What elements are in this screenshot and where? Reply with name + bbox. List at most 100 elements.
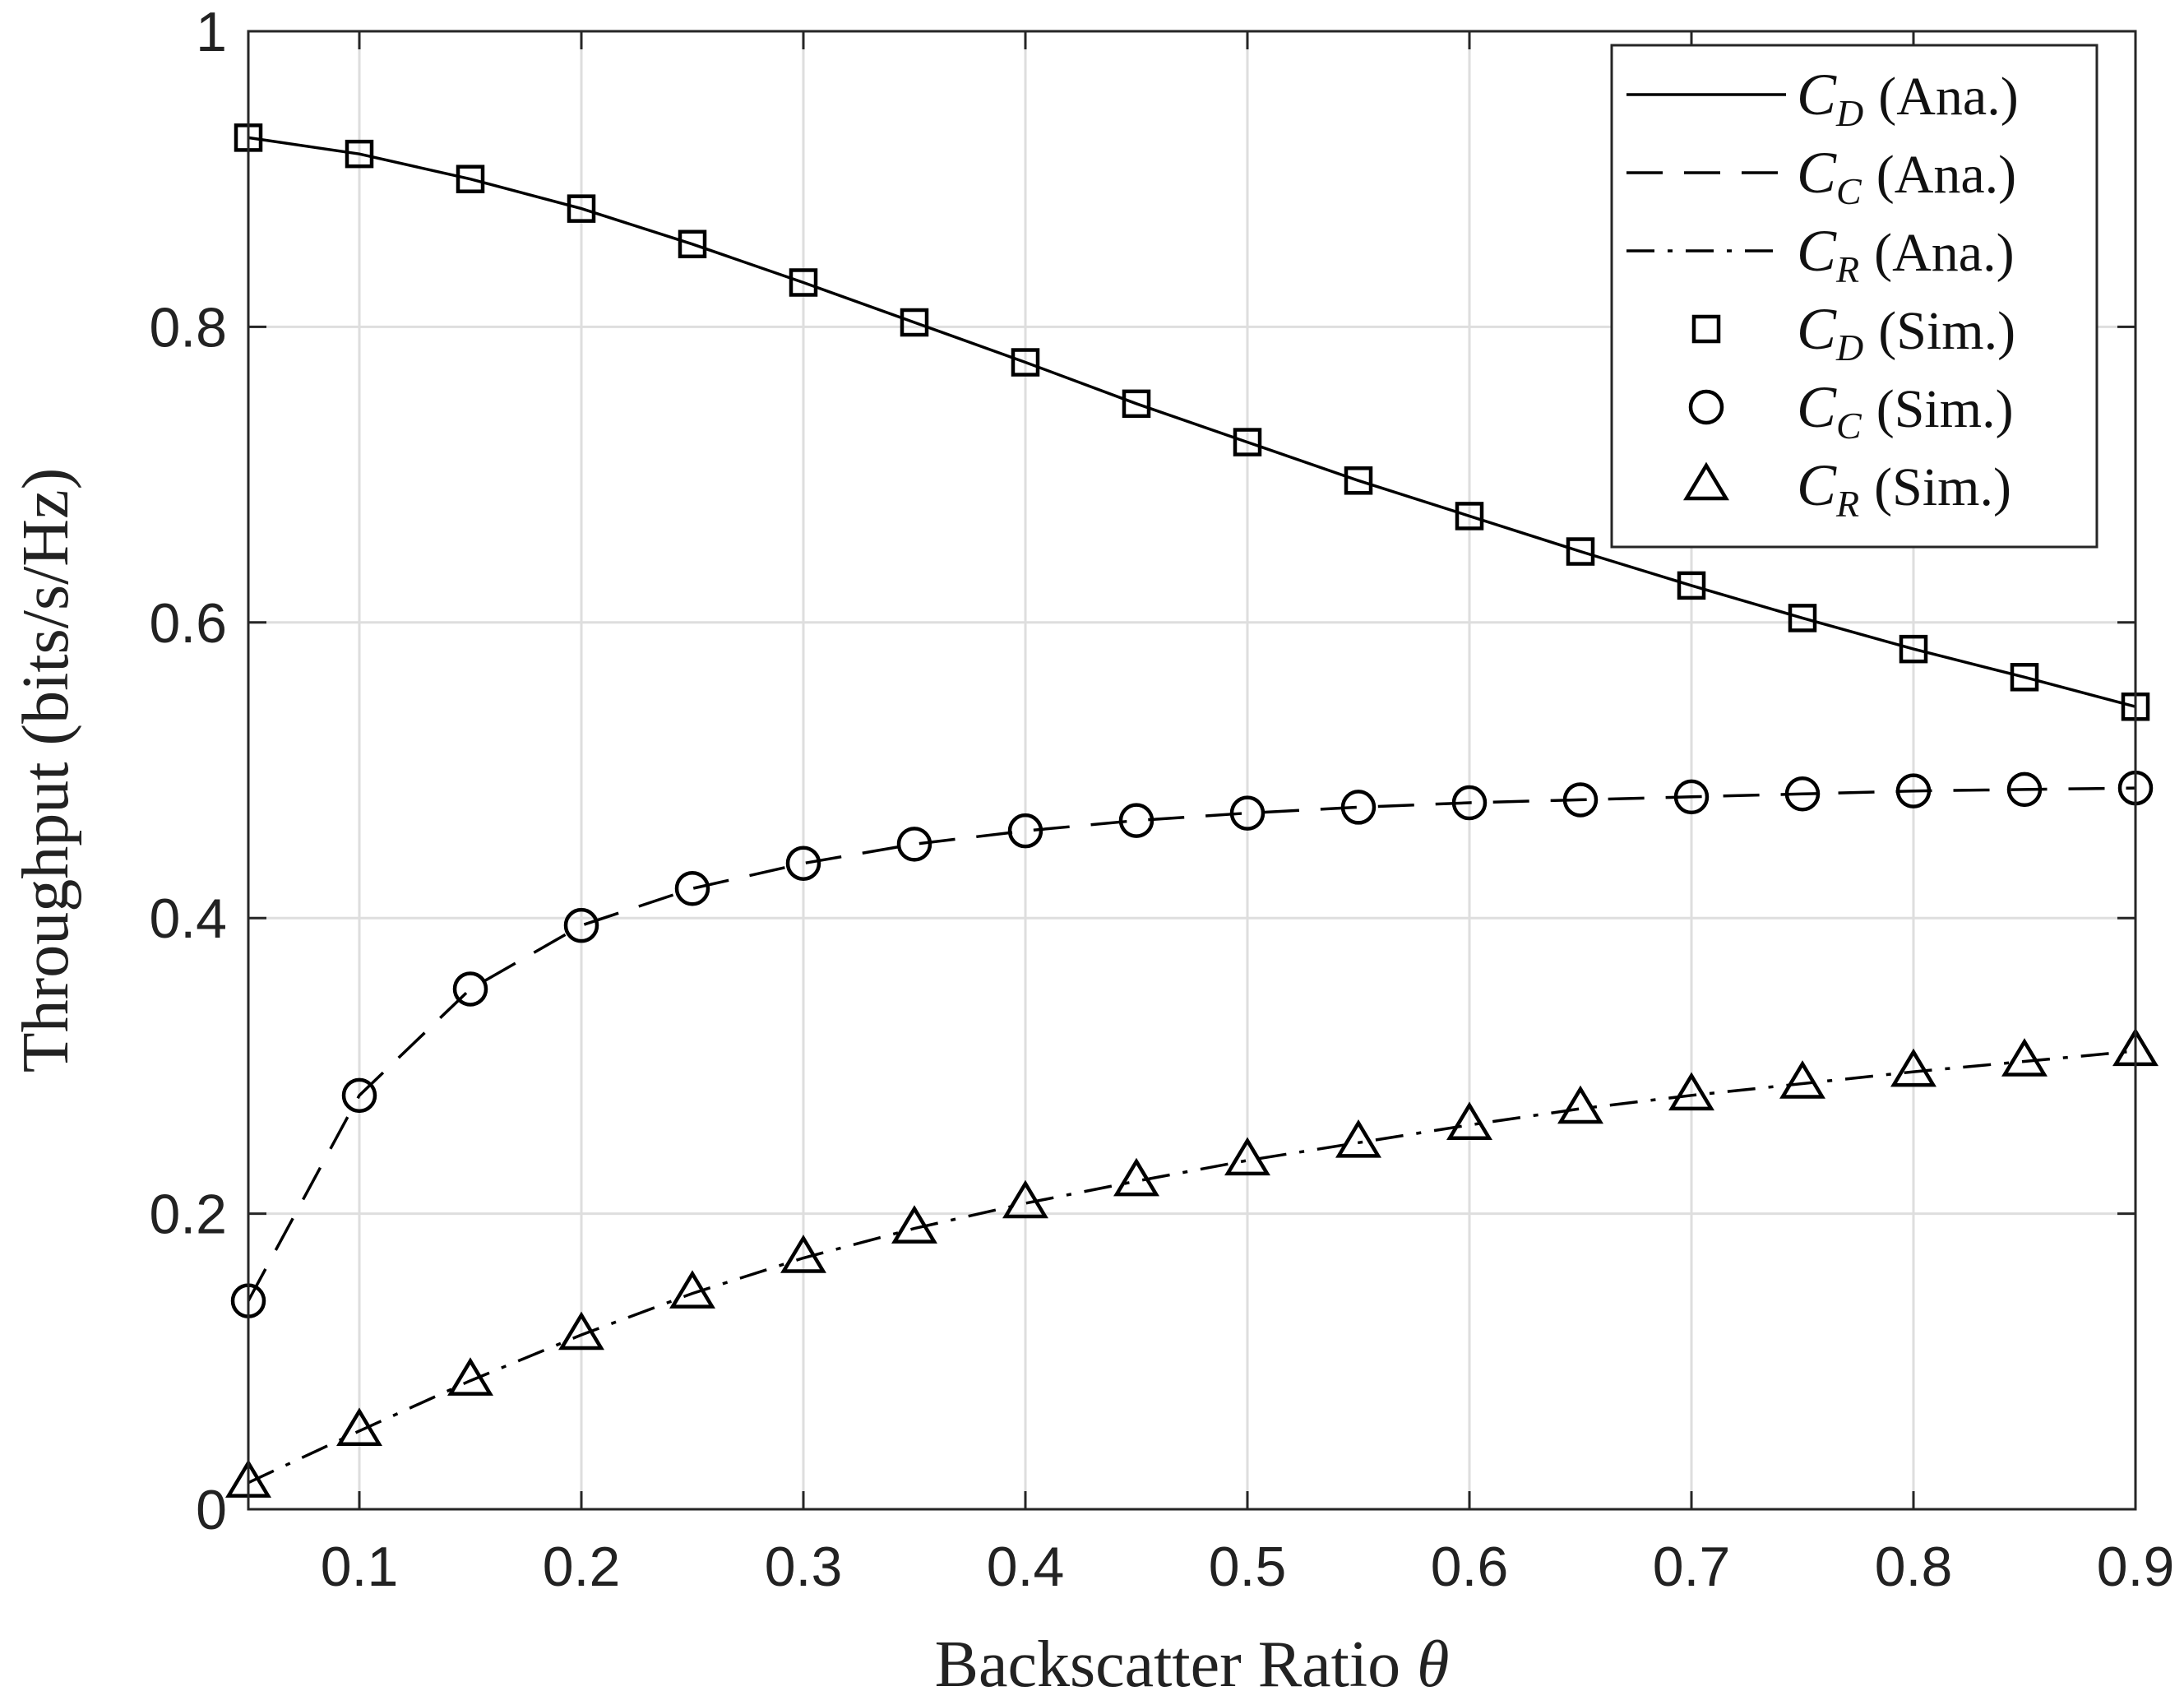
- circle-marker-6: [896, 827, 932, 862]
- circle-marker-11: [1451, 785, 1488, 821]
- circle-marker-14: [1784, 776, 1821, 812]
- triangle-marker-5: [780, 1235, 826, 1273]
- legend: CD (Ana.)CC (Ana.)CR (Ana.)CD (Sim.)CC (Sim.)…: [1610, 44, 2098, 549]
- triangle-marker-2: [447, 1357, 493, 1396]
- circle-marker-7: [1007, 813, 1043, 849]
- legend-label-0: CD (Ana.): [1797, 62, 2019, 134]
- y-tick-label-2: 0.4: [149, 887, 227, 950]
- series-lines: [247, 136, 2136, 1485]
- square-marker-9: [1233, 428, 1262, 456]
- legend-subscript: D: [1835, 92, 1863, 134]
- circle-marker-10: [1340, 790, 1377, 825]
- legend-marker-4: [1688, 389, 1724, 425]
- triangle-marker-10: [1335, 1119, 1381, 1158]
- circle-marker-8: [1118, 803, 1154, 838]
- legend-symbol: C: [1797, 296, 1837, 362]
- square-marker-11: [1455, 502, 1484, 530]
- legend-suffix: (Sim.): [1874, 457, 2011, 517]
- legend-label-5: CR (Sim.): [1797, 452, 2011, 525]
- square-marker-6: [900, 308, 929, 337]
- x-axis-label-symbol: θ: [1417, 1629, 1449, 1701]
- legend-label-3: CD (Sim.): [1797, 296, 2015, 368]
- square-marker-2: [456, 164, 485, 193]
- legend-marker-3: [1691, 314, 1721, 344]
- x-tick-label-6: 0.7: [1653, 1536, 1731, 1598]
- triangle-marker-6: [891, 1205, 937, 1244]
- legend-marker-5: [1683, 461, 1729, 501]
- circle-marker-12: [1562, 782, 1599, 818]
- legend-suffix: (Sim.): [1878, 301, 2015, 361]
- square-marker-15: [1899, 634, 1928, 664]
- circle-marker-9: [1229, 795, 1266, 831]
- triangle-marker-11: [1446, 1101, 1492, 1141]
- square-marker-7: [1011, 348, 1040, 377]
- triangle-marker-7: [1002, 1179, 1048, 1219]
- x-tick-label-8: 0.9: [2097, 1536, 2175, 1598]
- circle-marker-15: [1895, 773, 1932, 808]
- square-marker-10: [1344, 466, 1373, 495]
- legend-label-1: CC (Ana.): [1797, 140, 2016, 212]
- legend-symbol: C: [1797, 62, 1837, 127]
- series-line-0: [248, 136, 2136, 708]
- square-marker-4: [678, 229, 707, 259]
- legend-suffix: (Ana.): [1874, 223, 2014, 283]
- series-markers: [225, 123, 2159, 1498]
- square-marker-5: [789, 268, 818, 297]
- x-tick-label-7: 0.8: [1875, 1536, 1953, 1598]
- triangle-marker-8: [1113, 1157, 1159, 1197]
- triangle-marker-1: [336, 1407, 382, 1447]
- square-marker-13: [1677, 571, 1706, 600]
- x-tick-label-1: 0.2: [543, 1536, 621, 1598]
- circle-marker-2: [452, 971, 488, 1007]
- triangle-marker-4: [669, 1270, 715, 1309]
- legend-subscript: C: [1836, 170, 1862, 212]
- x-axis-label: Backscatter Ratio θ: [935, 1629, 1450, 1701]
- triangle-marker-12: [1557, 1085, 1603, 1124]
- triangle-marker-3: [558, 1311, 604, 1351]
- triangle-marker-14: [1779, 1060, 1825, 1099]
- x-tick-label-5: 0.6: [1431, 1536, 1509, 1598]
- legend-symbol: C: [1797, 140, 1837, 206]
- triangle-marker-15: [1890, 1048, 1936, 1087]
- circle-marker-1: [341, 1077, 377, 1114]
- y-tick-label-4: 0.8: [149, 296, 227, 359]
- legend-symbol: C: [1797, 374, 1837, 440]
- legend-label-4: CC (Sim.): [1797, 374, 2014, 447]
- triangle-marker-16: [2001, 1038, 2048, 1077]
- legend-label-2: CR (Ana.): [1797, 218, 2015, 290]
- square-marker-8: [1122, 389, 1151, 419]
- square-marker-14: [1788, 604, 1817, 632]
- y-axis-label: Throughput (bits/s/Hz): [10, 468, 82, 1073]
- square-marker-16: [2010, 663, 2039, 692]
- x-tick-label-0: 0.1: [321, 1536, 399, 1598]
- x-tick-label-3: 0.4: [987, 1536, 1065, 1598]
- x-tick-label-4: 0.5: [1209, 1536, 1287, 1598]
- circle-marker-5: [785, 846, 821, 881]
- circle-marker-16: [2006, 771, 2043, 808]
- x-axis-label-text: Backscatter Ratio: [935, 1629, 1400, 1701]
- y-tick-label-3: 0.6: [149, 592, 227, 655]
- y-tick-label-5: 1: [196, 1, 227, 63]
- square-marker-1: [345, 139, 374, 169]
- y-tick-label-1: 0.2: [149, 1184, 227, 1246]
- legend-subscript: D: [1835, 327, 1863, 368]
- legend-suffix: (Ana.): [1876, 145, 2016, 205]
- circle-marker-13: [1673, 779, 1710, 815]
- legend-suffix: (Sim.): [1876, 379, 2014, 439]
- triangle-marker-9: [1224, 1137, 1270, 1176]
- series-line-1: [247, 786, 2136, 1302]
- y-tick-label-0: 0: [196, 1479, 227, 1541]
- square-marker-3: [567, 194, 596, 223]
- legend-suffix: (Ana.): [1878, 67, 2018, 127]
- legend-symbol: C: [1797, 452, 1837, 518]
- legend-box: [1610, 44, 2098, 549]
- x-tick-label-2: 0.3: [765, 1536, 843, 1598]
- legend-symbol: C: [1797, 218, 1837, 284]
- legend-subscript: R: [1835, 483, 1859, 525]
- triangle-marker-13: [1668, 1072, 1714, 1111]
- circle-marker-3: [563, 907, 599, 943]
- plot-frame: [247, 30, 2137, 1511]
- square-marker-12: [1566, 537, 1595, 566]
- circle-marker-4: [674, 871, 710, 906]
